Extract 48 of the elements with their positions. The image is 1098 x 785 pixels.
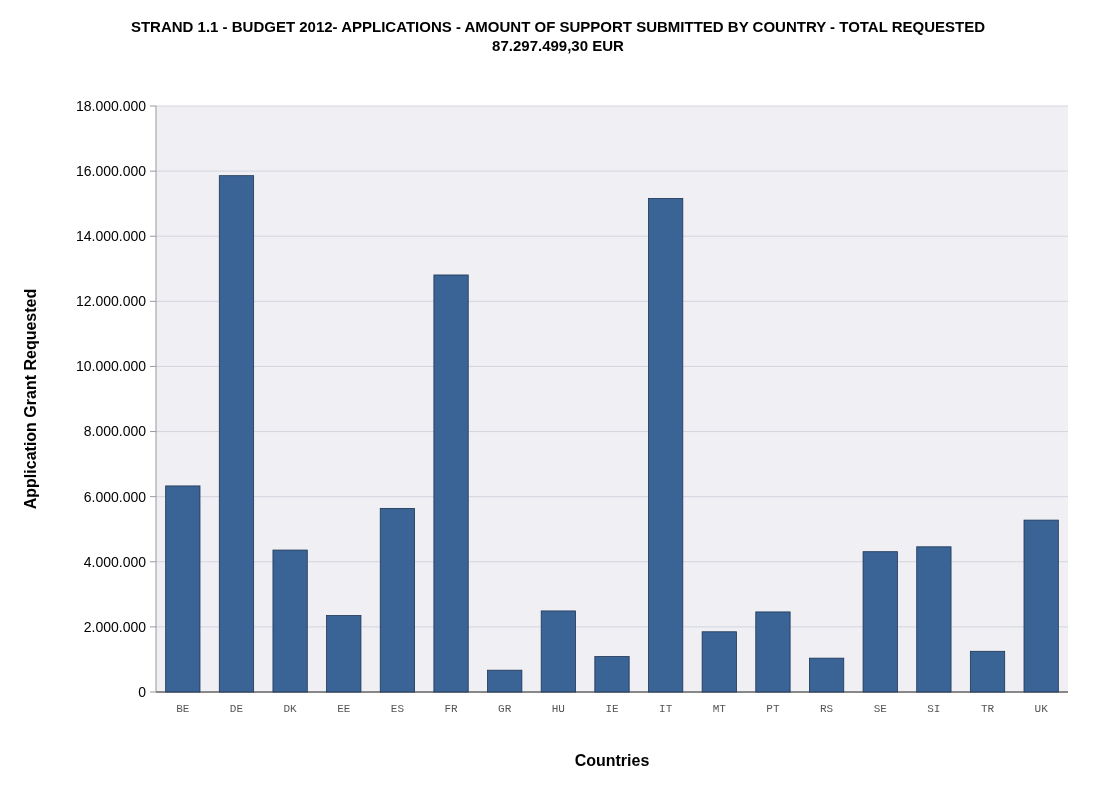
bar [648,198,684,693]
x-tick-label: SE [873,703,888,715]
x-axis-title: Countries [574,752,650,769]
x-tick-label: IT [659,703,673,715]
bar [862,551,898,693]
y-tick-label: 0 [138,683,147,700]
x-tick-label: GR [498,703,512,715]
bar [809,657,845,693]
bar [755,611,791,693]
x-tick-label: RS [819,703,834,715]
x-tick-label: PT [766,703,780,715]
y-tick-label: 18.000.000 [75,97,147,114]
bar [379,507,415,693]
bar [272,549,308,693]
bar [218,175,255,693]
bar [701,631,737,693]
y-tick-label: 16.000.000 [75,163,147,180]
x-tick-label: TR [980,703,995,715]
bar [433,274,469,693]
y-tick-label: 14.000.000 [75,228,147,245]
chart-subtitle: 87.297.499,30 EUR [492,37,625,54]
y-tick-label: 4.000.000 [83,553,147,570]
bar [326,615,362,693]
x-tick-label: FR [444,703,459,715]
bar [594,656,630,693]
x-tick-label: MT [712,703,727,715]
x-tick-label: EE [337,703,351,715]
x-tick-label: SI [927,703,941,715]
y-tick-label: 8.000.000 [83,423,147,440]
bar [540,610,576,693]
x-tick-label: DE [229,703,244,715]
bar [916,546,952,693]
y-axis-title: Application Grant Requested [22,288,39,510]
x-tick-label: HU [551,703,565,715]
y-tick-label: 6.000.000 [83,488,147,505]
x-tick-label: UK [1034,703,1049,715]
y-tick-label: 2.000.000 [83,618,147,635]
y-tick-label: 12.000.000 [75,293,147,310]
bar [1023,519,1059,693]
chart-title: STRAND 1.1 - BUDGET 2012- APPLICATIONS - AMOUNT OF SUPPORT SUBMITTED BY COUNTRY - TOTAL REQUESTED [130,18,986,35]
bar [487,669,523,693]
y-tick-label: 10.000.000 [75,358,147,375]
x-tick-label: ES [390,703,405,715]
bar [165,485,201,693]
x-tick-label: IE [605,703,619,715]
x-tick-label: DK [283,703,298,715]
x-tick-label: BE [176,703,190,715]
bar [969,650,1006,693]
